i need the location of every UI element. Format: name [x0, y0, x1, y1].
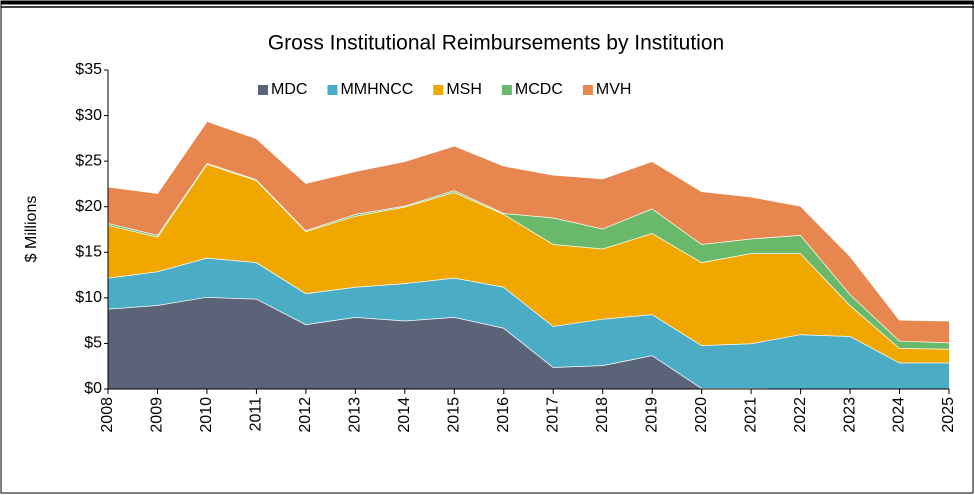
area-edge: [107, 120, 950, 322]
area-fill: [108, 257, 949, 389]
legend-swatch: [258, 85, 268, 95]
x-tick-label: 2022: [792, 397, 809, 433]
x-tick-label: 2018: [594, 397, 611, 433]
y-tick-label: $30: [75, 107, 102, 124]
x-tick-label: 2020: [693, 397, 710, 433]
y-tick-label: $25: [75, 152, 102, 169]
y-tick-label: $15: [75, 244, 102, 261]
legend-swatch: [582, 85, 593, 95]
x-tick-label: 2010: [198, 397, 215, 433]
x-tick-label: 2019: [643, 397, 660, 433]
x-tick-label: 2009: [149, 397, 166, 433]
area-fill: [108, 163, 949, 363]
y-tick-label: $10: [75, 289, 102, 306]
y-tick-label: $20: [75, 198, 102, 215]
area-fill: [108, 296, 949, 389]
x-tick-label: 2016: [495, 397, 512, 433]
y-tick-label: $35: [75, 61, 102, 78]
y-tick-label: $0: [84, 380, 102, 397]
x-tick-label: 2017: [544, 397, 561, 433]
x-tick-label: 2011: [248, 397, 265, 432]
legend-swatch: [433, 85, 444, 95]
x-tick-label: 2024: [891, 397, 908, 433]
x-tick-label: 2013: [347, 397, 364, 433]
chart-title: Gross Institutional Reimbursements by In…: [268, 32, 724, 55]
x-tick-label: 2021: [742, 397, 759, 433]
area-edge: [107, 162, 950, 350]
legend-label: MDC: [271, 81, 307, 98]
x-tick-label: 2014: [396, 397, 413, 433]
legend-label: MMHNCC: [340, 81, 413, 98]
x-tick-label: 2015: [446, 397, 463, 433]
legend-label: MCDC: [515, 81, 563, 98]
x-tick-label: 2012: [297, 397, 314, 433]
y-axis-label: $ Millions: [23, 196, 40, 263]
legend-swatch: [327, 85, 338, 95]
legend-label: MVH: [596, 81, 632, 98]
legend-label: MSH: [446, 81, 482, 98]
y-tick-label: $5: [84, 335, 102, 352]
x-tick-label: 2023: [841, 397, 858, 433]
x-tick-label: 2008: [99, 397, 116, 433]
legend-swatch: [501, 85, 512, 95]
x-tick-label: 2025: [940, 397, 957, 433]
